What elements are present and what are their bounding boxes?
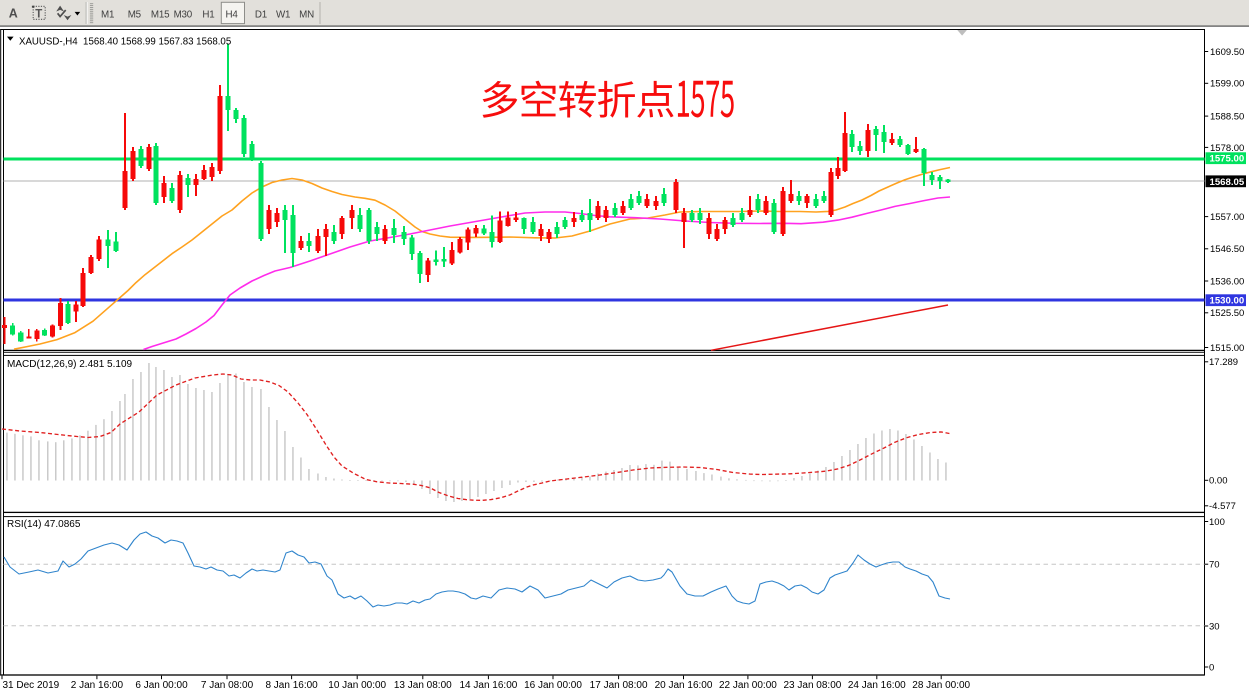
svg-text:7 Jan 08:00: 7 Jan 08:00 — [201, 680, 254, 691]
svg-text:M15: M15 — [151, 9, 170, 20]
svg-text:6 Jan 00:00: 6 Jan 00:00 — [135, 680, 188, 691]
svg-text:1546.50: 1546.50 — [1210, 244, 1244, 255]
svg-text:10 Jan 00:00: 10 Jan 00:00 — [328, 680, 386, 691]
svg-text:70: 70 — [1209, 560, 1220, 571]
svg-text:1609.50: 1609.50 — [1210, 47, 1244, 58]
svg-text:M30: M30 — [174, 9, 193, 20]
svg-text:A: A — [9, 7, 18, 21]
svg-text:1575.00: 1575.00 — [1210, 154, 1245, 165]
svg-text:14 Jan 16:00: 14 Jan 16:00 — [459, 680, 517, 691]
svg-text:31 Dec 2019: 31 Dec 2019 — [3, 680, 60, 691]
svg-text:W1: W1 — [276, 9, 290, 20]
svg-text:1530.00: 1530.00 — [1210, 296, 1245, 307]
svg-text:M1: M1 — [101, 9, 114, 20]
svg-text:1557.00: 1557.00 — [1210, 212, 1244, 223]
svg-text:1588.50: 1588.50 — [1210, 112, 1244, 123]
svg-text:28 Jan 00:00: 28 Jan 00:00 — [912, 680, 970, 691]
svg-text:1536.00: 1536.00 — [1210, 276, 1244, 287]
svg-text:1599.00: 1599.00 — [1210, 79, 1244, 90]
svg-text:23 Jan 08:00: 23 Jan 08:00 — [783, 680, 841, 691]
svg-text:H1: H1 — [202, 9, 214, 20]
svg-text:2 Jan 16:00: 2 Jan 16:00 — [71, 680, 124, 691]
svg-text:RSI(14) 47.0865: RSI(14) 47.0865 — [7, 519, 81, 530]
svg-text:1515.00: 1515.00 — [1210, 343, 1244, 354]
svg-text:8 Jan 16:00: 8 Jan 16:00 — [265, 680, 318, 691]
svg-text:-4.577: -4.577 — [1209, 501, 1236, 512]
svg-text:22 Jan 00:00: 22 Jan 00:00 — [719, 680, 777, 691]
svg-text:30: 30 — [1209, 621, 1220, 632]
svg-text:D1: D1 — [255, 9, 267, 20]
svg-text:17 Jan 08:00: 17 Jan 08:00 — [590, 680, 648, 691]
svg-text:1525.50: 1525.50 — [1210, 308, 1244, 319]
svg-text:1568.05: 1568.05 — [1210, 177, 1245, 188]
svg-text:16 Jan 00:00: 16 Jan 00:00 — [524, 680, 582, 691]
svg-text:0.00: 0.00 — [1209, 476, 1228, 487]
svg-text:MN: MN — [299, 9, 314, 20]
svg-text:H4: H4 — [225, 9, 238, 20]
svg-text:0: 0 — [1209, 662, 1214, 673]
svg-text:M5: M5 — [128, 9, 142, 20]
svg-text:XAUUSD-,H4 1568.40 1568.99 15: XAUUSD-,H4 1568.40 1568.99 1567.83 1568.… — [19, 36, 231, 47]
svg-text:T: T — [35, 9, 42, 21]
svg-text:17.289: 17.289 — [1209, 357, 1238, 368]
svg-text:MACD(12,26,9) 2.481 5.109: MACD(12,26,9) 2.481 5.109 — [7, 359, 133, 370]
svg-text:1578.00: 1578.00 — [1210, 143, 1244, 154]
svg-text:13 Jan 08:00: 13 Jan 08:00 — [394, 680, 452, 691]
svg-text:100: 100 — [1209, 517, 1225, 528]
svg-text:20 Jan 16:00: 20 Jan 16:00 — [655, 680, 713, 691]
svg-text:24 Jan 16:00: 24 Jan 16:00 — [848, 680, 906, 691]
